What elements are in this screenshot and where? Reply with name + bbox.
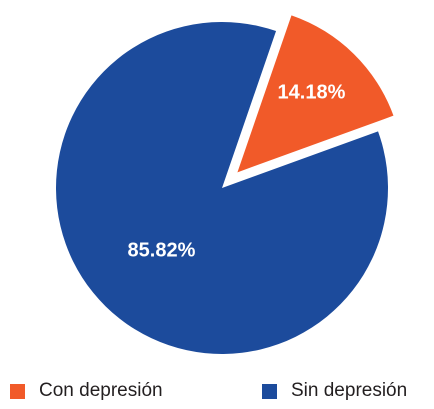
legend-item-sin-depresion: Sin depresión <box>262 380 407 402</box>
pie-chart: 14.18% 85.82% <box>56 15 394 354</box>
data-label-0: 14.18% <box>278 82 346 104</box>
legend-item-con-depresion: Con depresión <box>10 380 163 402</box>
legend: Con depresión Sin depresión <box>0 380 434 406</box>
legend-label-con-depresion: Con depresión <box>39 380 163 401</box>
legend-swatch-sin-depresion <box>262 383 277 399</box>
pie-slice-0 <box>237 15 394 173</box>
legend-label-sin-depresion: Sin depresión <box>291 380 408 401</box>
pie-slice-1 <box>56 22 389 354</box>
legend-swatch-con-depresion <box>10 383 25 399</box>
data-label-1: 85.82% <box>128 240 196 262</box>
